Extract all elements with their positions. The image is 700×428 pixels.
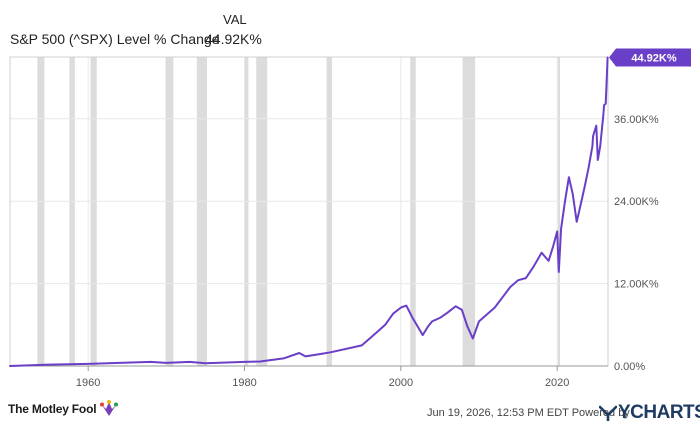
grid-lines bbox=[10, 56, 608, 367]
x-tick-label-1: 1980 bbox=[232, 377, 256, 389]
plot-frame bbox=[9, 56, 609, 367]
last-value-badge-label: 44.92K% bbox=[631, 53, 676, 65]
motley-fool-text: The Motley Fool bbox=[8, 402, 97, 416]
legend-series-value: 44.92K% bbox=[205, 31, 262, 47]
recession-band-10 bbox=[557, 57, 560, 366]
legend-series-name: S&P 500 (^SPX) Level % Change bbox=[10, 31, 220, 47]
recession-band-8 bbox=[410, 57, 416, 366]
recession-band-6 bbox=[256, 57, 268, 366]
recession-band-2 bbox=[90, 57, 97, 366]
x-tick-label-3: 2020 bbox=[545, 377, 569, 389]
x-tick-label-0: 1960 bbox=[76, 377, 100, 389]
recession-band-1 bbox=[69, 57, 75, 366]
recession-band-9 bbox=[462, 57, 476, 366]
series-line-0 bbox=[9, 56, 609, 367]
recession-band-7 bbox=[326, 57, 333, 366]
y-tick-label-1: 12.00K% bbox=[614, 279, 659, 291]
y-tick-label-2: 24.00K% bbox=[614, 196, 659, 208]
recession-band-4 bbox=[196, 57, 207, 366]
recession-band-0 bbox=[37, 57, 45, 366]
y-tick-label-3: 36.00K% bbox=[614, 114, 659, 126]
recession-bands bbox=[37, 57, 560, 366]
axes bbox=[9, 56, 609, 371]
footer-timestamp: Jun 19, 2026, 12:53 PM EDT Powered by bbox=[427, 407, 630, 419]
y-tick-label-0: 0.00% bbox=[614, 361, 645, 373]
x-tick-label-2: 2000 bbox=[389, 377, 413, 389]
motley-fool-brand[interactable]: The Motley Fool bbox=[8, 400, 119, 418]
legend-column-header: VAL bbox=[223, 12, 247, 27]
tick-labels: 1960 1980 2000 2020 0.00% 12.00K% 24.00K% 36.00… bbox=[76, 114, 659, 389]
ycharts-text: YCHARTS bbox=[618, 402, 700, 423]
ycharts-brand[interactable]: YCHARTS bbox=[599, 402, 700, 424]
jester-hat-icon bbox=[100, 400, 119, 416]
recession-band-3 bbox=[165, 57, 174, 366]
ycharts-logo-icon bbox=[599, 405, 617, 421]
last-value-badge-shape bbox=[609, 48, 691, 67]
last-value-badge: 44.92K% bbox=[609, 48, 691, 67]
series-layer bbox=[9, 56, 609, 367]
recession-band-5 bbox=[244, 57, 249, 366]
